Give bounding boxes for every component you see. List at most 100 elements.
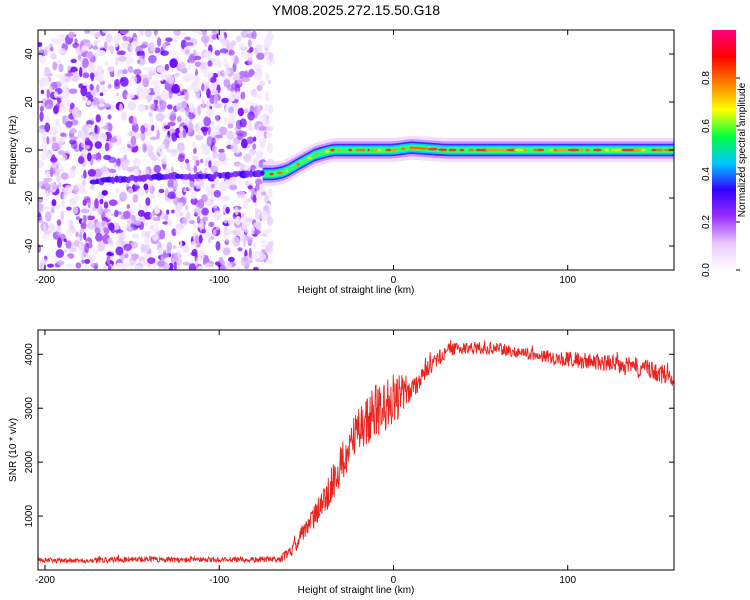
- noise-speckle: [40, 258, 48, 264]
- snr-plot-area: [38, 330, 674, 570]
- noise-speckle: [61, 255, 70, 261]
- noise-speckle: [183, 188, 187, 193]
- ridge-peak: [324, 150, 330, 153]
- noise-speckle: [207, 60, 213, 67]
- noise-speckle: [79, 66, 83, 78]
- noise-speckle: [236, 35, 242, 43]
- noise-speckle: [119, 146, 128, 154]
- noise-speckle: [240, 91, 246, 100]
- noise-speckle: [191, 155, 199, 161]
- noise-speckle: [184, 204, 189, 211]
- noise-speckle: [43, 230, 52, 235]
- ridge-peak: [556, 148, 569, 152]
- noise-speckle: [143, 236, 150, 244]
- noise-speckle: [190, 197, 198, 205]
- noise-speckle: [106, 251, 113, 256]
- noise-speckle: [95, 232, 103, 242]
- noise-speckle: [138, 202, 142, 213]
- noise-speckle: [167, 219, 173, 228]
- noise-speckle: [250, 164, 256, 171]
- noise-speckle: [70, 119, 79, 126]
- ridge-peak: [523, 148, 528, 152]
- noise-speckle: [156, 65, 165, 73]
- noise-speckle: [159, 144, 166, 150]
- noise-speckle: [109, 45, 114, 54]
- noise-speckle: [137, 50, 145, 56]
- noise-speckle: [153, 30, 158, 36]
- noise-speckle: [94, 198, 99, 209]
- noise-speckle: [90, 77, 94, 82]
- colorbar-ramp: [712, 30, 736, 270]
- noise-speckle: [254, 47, 259, 56]
- noise-speckle: [162, 252, 170, 258]
- noise-speckle: [248, 53, 253, 58]
- noise-speckle: [103, 201, 109, 209]
- noise-speckle: [126, 204, 130, 210]
- ridge-peak: [355, 148, 361, 152]
- noise-speckle: [261, 117, 270, 128]
- noise-speckle: [236, 190, 246, 199]
- noise-speckle: [208, 237, 212, 244]
- noise-speckle: [266, 51, 270, 63]
- noise-speckle: [265, 91, 269, 100]
- noise-speckle: [78, 83, 83, 89]
- ridge-peak: [567, 148, 580, 152]
- ridge-peak: [632, 148, 643, 152]
- ridge-peak: [418, 147, 429, 150]
- noise-speckle: [211, 89, 219, 94]
- noise-speckle: [45, 104, 53, 109]
- noise-speckle: [49, 167, 54, 178]
- noise-speckle: [197, 92, 201, 99]
- noise-speckle: [86, 215, 95, 221]
- noise-speckle: [228, 256, 235, 263]
- noise-speckle: [221, 40, 226, 49]
- noise-speckle: [73, 71, 80, 80]
- noise-speckle: [145, 197, 151, 206]
- noise-speckle: [90, 30, 96, 36]
- noise-speckle: [263, 228, 273, 234]
- noise-speckle: [168, 262, 174, 270]
- noise-speckle: [161, 155, 168, 165]
- noise-speckle: [117, 32, 122, 40]
- noise-speckle: [214, 134, 223, 139]
- colorbar: 0.0 0.2 0.4 0.6 0.8 Normalized spectral ampl…: [701, 30, 748, 277]
- snr-line: [38, 340, 674, 565]
- noise-speckle: [60, 156, 66, 161]
- noise-speckle: [123, 243, 132, 251]
- noise-speckle: [228, 49, 235, 57]
- noise-speckle: [78, 242, 82, 250]
- noise-speckle: [212, 151, 219, 159]
- noise-speckle: [137, 103, 146, 112]
- noise-speckle: [239, 118, 247, 128]
- ridge-peak: [401, 147, 406, 151]
- noise-speckle: [243, 108, 249, 114]
- noise-speckle: [78, 131, 86, 137]
- noise-speckle: [187, 64, 192, 71]
- noise-speckle: [127, 65, 134, 73]
- noise-speckle: [166, 104, 173, 110]
- noise-speckle: [196, 30, 204, 35]
- noise-speckle: [72, 184, 79, 195]
- noise-speckle: [201, 144, 208, 154]
- noise-speckle: [135, 125, 139, 132]
- noise-speckle: [237, 247, 243, 252]
- noise-speckle: [237, 107, 245, 117]
- noise-speckle: [127, 52, 134, 57]
- noise-speckle: [171, 51, 181, 61]
- noise-speckle: [253, 266, 259, 270]
- noise-speckle: [181, 100, 187, 109]
- noise-speckle: [158, 188, 165, 194]
- noise-speckle: [193, 84, 201, 93]
- noise-speckle: [75, 262, 82, 269]
- noise-speckle: [177, 61, 186, 70]
- x-tick-label: -100: [209, 275, 229, 286]
- noise-speckle: [182, 128, 187, 139]
- noise-speckle: [134, 265, 143, 270]
- noise-speckle: [203, 116, 211, 127]
- noise-speckle: [71, 107, 80, 118]
- noise-speckle: [126, 167, 135, 172]
- colorbar-ticks: 0.0 0.2 0.4 0.6 0.8: [701, 71, 740, 277]
- ridge-peak: [438, 148, 448, 152]
- noise-speckle: [84, 259, 91, 264]
- y-tick-label: 20: [24, 96, 35, 108]
